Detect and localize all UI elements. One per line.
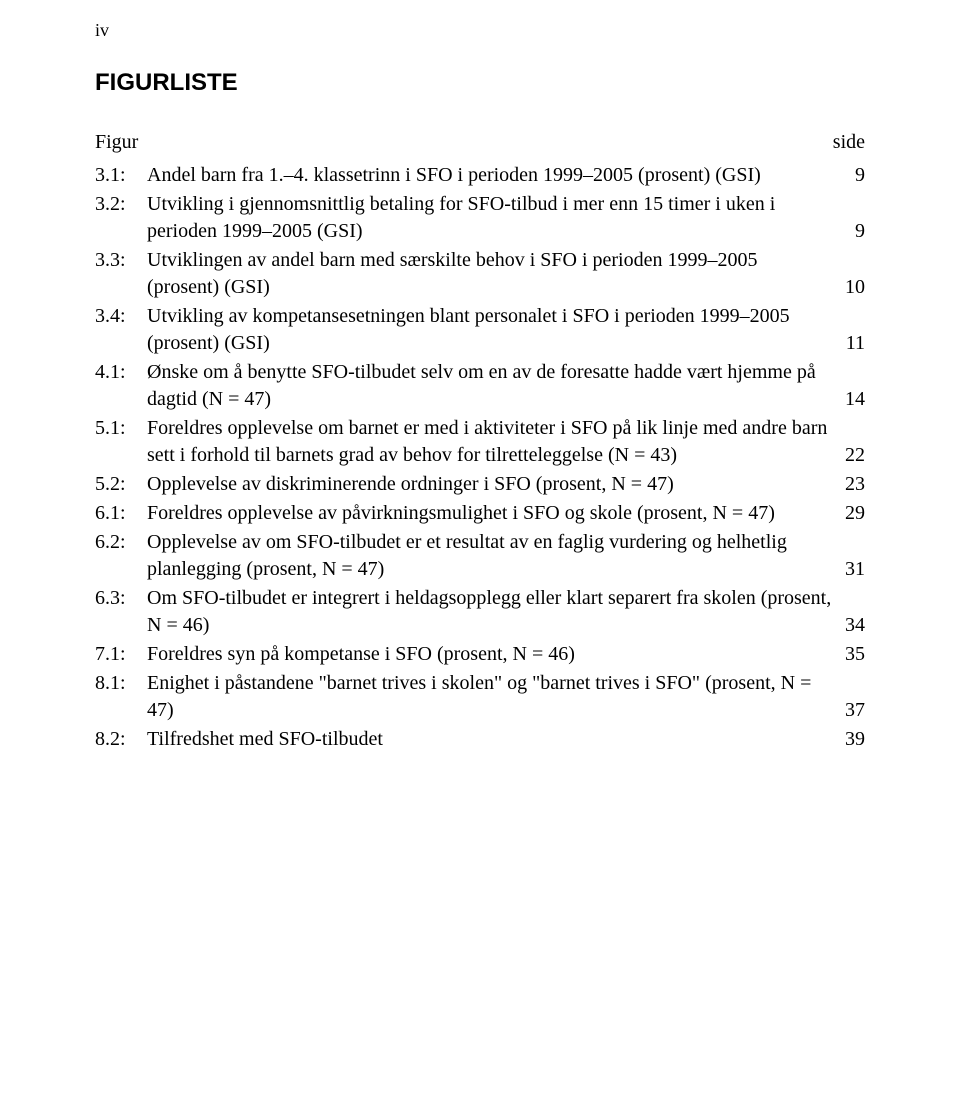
entry-body: Utvikling av kompetansesetningen blant p… <box>147 303 865 357</box>
entry-body: Ønske om å benytte SFO-tilbudet selv om … <box>147 359 865 413</box>
figure-number: 3.4: <box>95 303 147 357</box>
page-reference: 9 <box>855 218 865 245</box>
page-reference: 39 <box>845 726 865 753</box>
page-reference: 22 <box>845 442 865 469</box>
list-item: 6.3:Om SFO-tilbudet er integrert i helda… <box>95 585 865 639</box>
header-left: Figur <box>95 131 138 154</box>
entry-body: Enighet i påstandene "barnet trives i sk… <box>147 670 865 724</box>
list-item: 8.2:Tilfredshet med SFO-tilbudet39 <box>95 726 865 753</box>
page-reference: 10 <box>845 274 865 301</box>
list-item: 6.2:Opplevelse av om SFO-tilbudet er et … <box>95 529 865 583</box>
figure-number: 5.2: <box>95 471 147 498</box>
figure-description: Opplevelse av om SFO-tilbudet er et resu… <box>147 529 845 583</box>
entry-body: Opplevelse av diskriminerende ordninger … <box>147 471 865 498</box>
figure-description: Foreldres syn på kompetanse i SFO (prose… <box>147 641 845 668</box>
list-item: 7.1:Foreldres syn på kompetanse i SFO (p… <box>95 641 865 668</box>
figure-description: Om SFO-tilbudet er integrert i heldagsop… <box>147 585 845 639</box>
figure-number: 6.2: <box>95 529 147 583</box>
list-item: 5.2:Opplevelse av diskriminerende ordnin… <box>95 471 865 498</box>
entry-body: Foreldres opplevelse av påvirkningsmulig… <box>147 500 865 527</box>
figure-number: 6.3: <box>95 585 147 639</box>
page-reference: 14 <box>845 386 865 413</box>
entry-body: Foreldres opplevelse om barnet er med i … <box>147 415 865 469</box>
figure-description: Enighet i påstandene "barnet trives i sk… <box>147 670 845 724</box>
figure-list: 3.1:Andel barn fra 1.–4. klassetrinn i S… <box>95 162 865 753</box>
figure-number: 8.1: <box>95 670 147 724</box>
page-reference: 11 <box>846 330 865 357</box>
figure-description: Foreldres opplevelse om barnet er med i … <box>147 415 845 469</box>
figure-description: Utviklingen av andel barn med særskilte … <box>147 247 845 301</box>
figure-number: 7.1: <box>95 641 147 668</box>
page-reference: 9 <box>855 162 865 189</box>
list-item: 3.4:Utvikling av kompetansesetningen bla… <box>95 303 865 357</box>
figure-description: Opplevelse av diskriminerende ordninger … <box>147 471 845 498</box>
page-reference: 34 <box>845 612 865 639</box>
figure-number: 5.1: <box>95 415 147 469</box>
figure-number: 6.1: <box>95 500 147 527</box>
page-reference: 31 <box>845 556 865 583</box>
list-item: 5.1:Foreldres opplevelse om barnet er me… <box>95 415 865 469</box>
list-item: 4.1:Ønske om å benytte SFO-tilbudet selv… <box>95 359 865 413</box>
entry-body: Utviklingen av andel barn med særskilte … <box>147 247 865 301</box>
figure-number: 3.3: <box>95 247 147 301</box>
figure-description: Utvikling av kompetansesetningen blant p… <box>147 303 846 357</box>
page-reference: 35 <box>845 641 865 668</box>
figure-number: 3.2: <box>95 191 147 245</box>
list-item: 3.2:Utvikling i gjennomsnittlig betaling… <box>95 191 865 245</box>
page-reference: 29 <box>845 500 865 527</box>
figure-description: Foreldres opplevelse av påvirkningsmulig… <box>147 500 845 527</box>
list-header: Figur side <box>95 131 865 154</box>
entry-body: Foreldres syn på kompetanse i SFO (prose… <box>147 641 865 668</box>
entry-body: Utvikling i gjennomsnittlig betaling for… <box>147 191 865 245</box>
figure-description: Ønske om å benytte SFO-tilbudet selv om … <box>147 359 845 413</box>
page-reference: 23 <box>845 471 865 498</box>
entry-body: Andel barn fra 1.–4. klassetrinn i SFO i… <box>147 162 865 189</box>
entry-body: Om SFO-tilbudet er integrert i heldagsop… <box>147 585 865 639</box>
figure-description: Andel barn fra 1.–4. klassetrinn i SFO i… <box>147 162 855 189</box>
figure-number: 4.1: <box>95 359 147 413</box>
entry-body: Tilfredshet med SFO-tilbudet39 <box>147 726 865 753</box>
list-item: 3.3:Utviklingen av andel barn med særski… <box>95 247 865 301</box>
list-item: 3.1:Andel barn fra 1.–4. klassetrinn i S… <box>95 162 865 189</box>
figure-number: 3.1: <box>95 162 147 189</box>
list-item: 8.1:Enighet i påstandene "barnet trives … <box>95 670 865 724</box>
figure-number: 8.2: <box>95 726 147 753</box>
header-right: side <box>833 131 865 154</box>
entry-body: Opplevelse av om SFO-tilbudet er et resu… <box>147 529 865 583</box>
page-reference: 37 <box>845 697 865 724</box>
document-title: FIGURLISTE <box>95 69 865 97</box>
list-item: 6.1:Foreldres opplevelse av påvirkningsm… <box>95 500 865 527</box>
figure-description: Tilfredshet med SFO-tilbudet <box>147 726 845 753</box>
page-roman-numeral: iv <box>95 20 865 41</box>
figure-description: Utvikling i gjennomsnittlig betaling for… <box>147 191 855 245</box>
